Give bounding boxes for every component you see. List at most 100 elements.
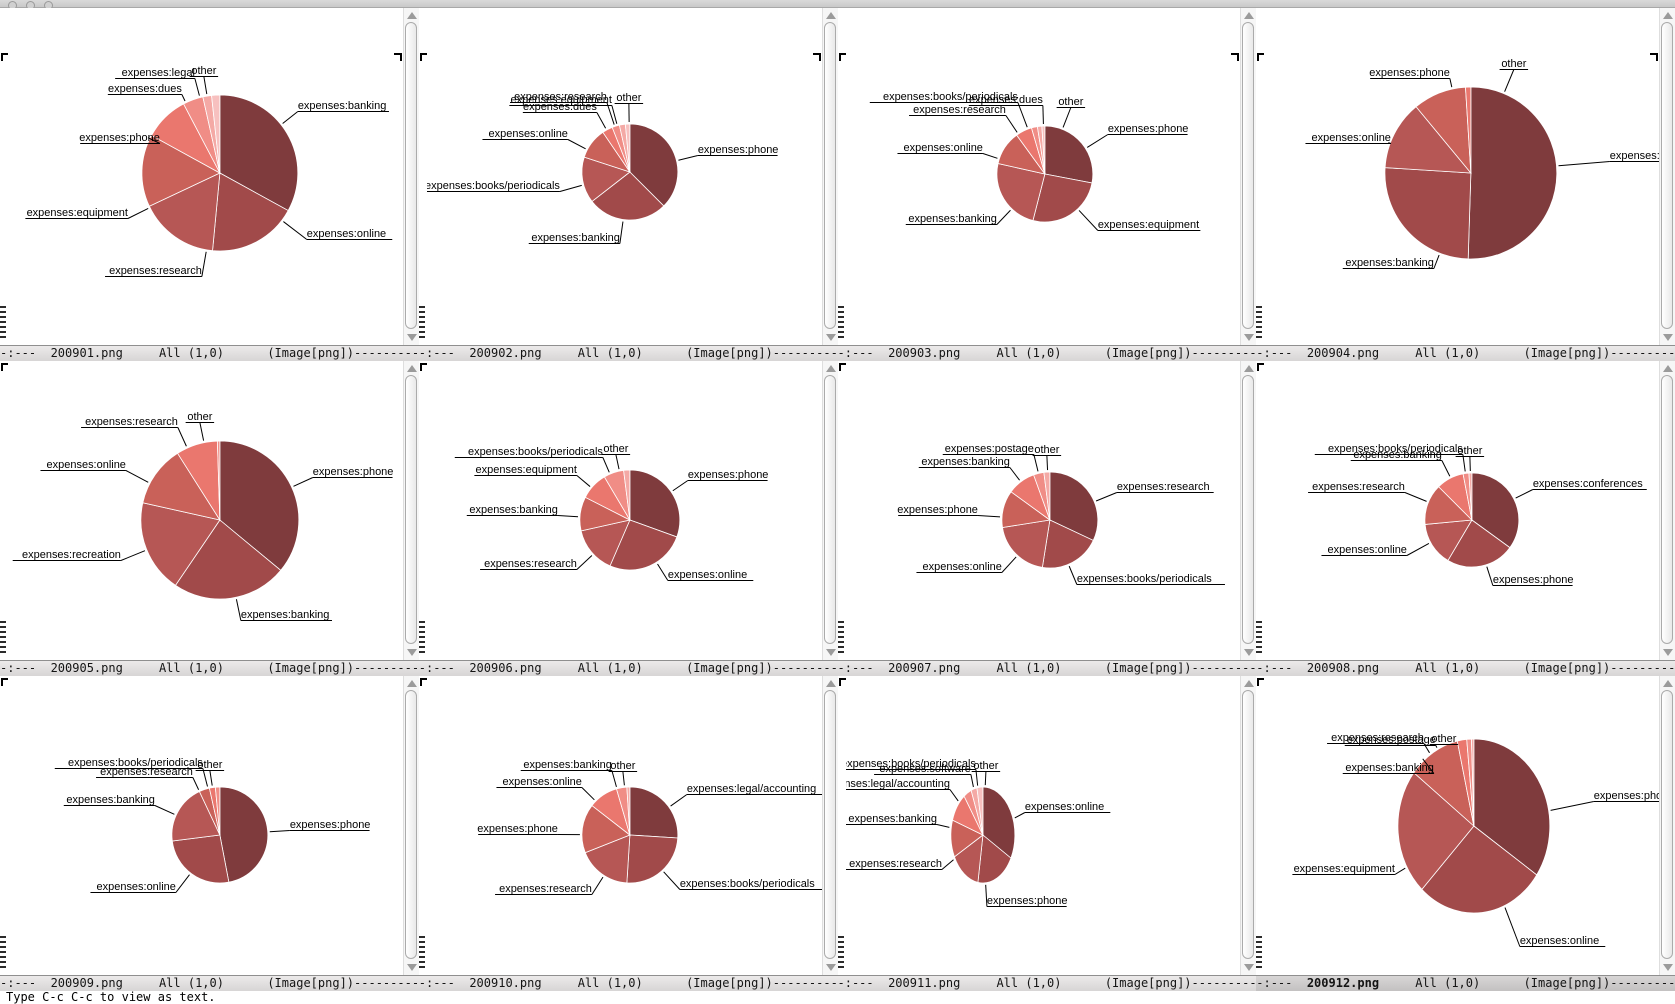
scroll-down-arrow-icon[interactable] [825,334,836,341]
modeline[interactable]: -:--- 200907.png All (1,0) (Image[png])-… [837,660,1257,676]
scroll-up-arrow-icon[interactable] [825,680,836,687]
slice-label: expenses:online [922,561,1001,573]
modeline[interactable]: -:--- 200903.png All (1,0) (Image[png])-… [837,345,1257,361]
slice-label: expenses:research [1331,732,1424,744]
slice-label: expenses:postage [944,443,1033,455]
scrollbar-thumb[interactable] [1661,690,1673,959]
scroll-up-arrow-icon[interactable] [1663,12,1673,19]
scroll-down-arrow-icon[interactable] [1244,964,1255,971]
slice-label: expenses:online [47,459,126,471]
scroll-down-arrow-icon[interactable] [406,334,417,341]
modeline[interactable]: -:--- 200906.png All (1,0) (Image[png])-… [418,660,838,676]
scroll-up-arrow-icon[interactable] [1244,12,1255,19]
truncation-corner-icon [419,53,428,61]
scrollbar-thumb[interactable] [404,375,417,644]
scrollbar[interactable] [821,676,838,975]
modeline[interactable]: -:--- 200905.png All (1,0) (Image[png])-… [0,660,419,676]
scrollbar-thumb[interactable] [404,690,417,959]
emacs-window: expenses:phone expenses:banking expenses:b… [418,8,838,361]
slice-label: expenses:phone [313,466,394,478]
scrollbar-thumb[interactable] [1242,375,1255,644]
continuation-dashes-icon [1256,933,1263,971]
scroll-down-arrow-icon[interactable] [406,964,417,971]
scroll-down-arrow-icon[interactable] [1244,334,1255,341]
scroll-down-arrow-icon[interactable] [1663,964,1673,971]
scrollbar-thumb[interactable] [823,375,836,644]
modeline[interactable]: -:--- 200901.png All (1,0) (Image[png])-… [0,345,419,361]
modeline[interactable]: -:--- 200911.png All (1,0) (Image[png])-… [837,975,1257,991]
modeline[interactable]: -:--- 200908.png All (1,0) (Image[png])-… [1256,660,1675,676]
scroll-up-arrow-icon[interactable] [1663,680,1673,687]
scroll-up-arrow-icon[interactable] [825,12,836,19]
scroll-up-arrow-icon[interactable] [1244,365,1255,372]
scroll-up-arrow-icon[interactable] [406,12,417,19]
scroll-down-arrow-icon[interactable] [1244,649,1255,656]
slice-label: other [973,760,998,772]
echo-area: Type C-c C-c to view as text. [0,991,1675,1004]
scroll-up-arrow-icon[interactable] [825,365,836,372]
modeline[interactable]: -:--- 200909.png All (1,0) (Image[png])-… [0,975,419,991]
scroll-up-arrow-icon[interactable] [1244,680,1255,687]
scrollbar[interactable] [1659,676,1675,975]
window-body: expenses:legal/accounting expenses:books/… [418,676,838,975]
scroll-down-arrow-icon[interactable] [1663,334,1673,341]
scrollbar[interactable] [821,361,838,660]
scroll-down-arrow-icon[interactable] [406,649,417,656]
scroll-down-arrow-icon[interactable] [1663,649,1673,656]
scrollbar[interactable] [1659,361,1675,660]
pie-slice [216,440,221,521]
scrollbar[interactable] [402,676,419,975]
slice-label: expenses:banking [1346,762,1435,774]
scrollbar-thumb[interactable] [823,690,836,959]
left-fringe [0,676,9,975]
pie-slice [1421,825,1538,914]
scroll-down-arrow-icon[interactable] [825,649,836,656]
pie-chart: expenses:phone expenses:online expenses:eq… [1292,732,1659,947]
pie-slice [1042,471,1050,521]
pie-chart: expenses:research expenses:banking expense… [1305,58,1659,269]
pie-slice [1384,106,1473,174]
window-body: expenses:conferences expenses:phone expens… [1256,361,1675,660]
scrollbar[interactable] [1240,8,1257,345]
scrollbar[interactable] [1240,676,1257,975]
scrollbar-thumb[interactable] [1661,375,1673,644]
modeline[interactable]: -:--- 200904.png All (1,0) (Image[png])-… [1256,345,1675,361]
slice-label: expenses:online [1328,544,1407,556]
pie-chart: expenses:research expenses:books/periodic… [897,443,1225,585]
modeline[interactable]: -:--- 200912.png All (1,0) (Image[png])-… [1256,975,1675,991]
emacs-window: expenses:legal/accounting expenses:books/… [418,676,838,991]
scroll-up-arrow-icon[interactable] [1663,365,1673,372]
scrollbar[interactable] [1240,361,1257,660]
scroll-up-arrow-icon[interactable] [406,365,417,372]
scrollbar-thumb[interactable] [1242,690,1255,959]
scrollbar[interactable] [1659,8,1675,345]
scrollbar[interactable] [402,8,419,345]
slice-label: expenses:books/periodicals [882,91,1017,103]
image-canvas: expenses:phone expenses:equipment expenses… [845,8,1241,345]
scroll-up-arrow-icon[interactable] [406,680,417,687]
scrollbar-thumb[interactable] [823,22,836,329]
pie-slice [1465,86,1472,174]
scrollbar[interactable] [821,8,838,345]
left-fringe [1256,361,1266,660]
slice-label: expenses:phone [290,819,371,831]
slice-label: expenses:research [913,104,1006,116]
scrollbar-thumb[interactable] [1661,22,1673,329]
continuation-dashes-icon [418,933,426,971]
scroll-down-arrow-icon[interactable] [825,964,836,971]
scrollbar-thumb[interactable] [404,22,417,329]
slice-label: expenses:research [1312,481,1405,493]
emacs-frame: expenses:banking expenses:online expenses:… [0,8,1675,991]
slice-label: expenses:online [1312,132,1391,144]
window-body: expenses:phone expenses:equipment expenses… [837,8,1257,345]
truncation-corner-icon [419,363,428,371]
slice-label: other [1034,444,1059,456]
scrollbar[interactable] [402,361,419,660]
modeline[interactable]: -:--- 200902.png All (1,0) (Image[png])-… [418,345,838,361]
left-fringe [418,676,428,975]
window-body: expenses:research expenses:banking expense… [1256,8,1675,345]
slice-label: expenses:phone [1107,123,1188,135]
scrollbar-thumb[interactable] [1242,22,1255,329]
modeline[interactable]: -:--- 200910.png All (1,0) (Image[png])-… [418,975,838,991]
window-body: expenses:phone expenses:online expenses:re… [418,361,838,660]
